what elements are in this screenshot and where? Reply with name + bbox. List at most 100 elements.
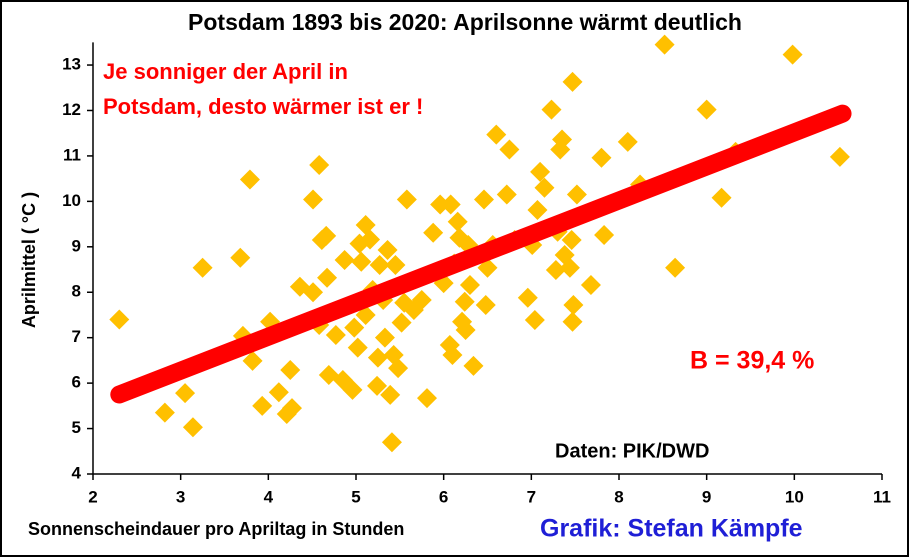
point bbox=[442, 344, 463, 365]
point bbox=[430, 194, 451, 215]
y-tick-label: 11 bbox=[63, 145, 81, 164]
point bbox=[711, 187, 732, 208]
point bbox=[541, 99, 562, 120]
x-tick-label: 2 bbox=[88, 487, 97, 506]
point bbox=[654, 34, 675, 55]
y-tick-label: 4 bbox=[72, 463, 82, 482]
point bbox=[374, 327, 395, 348]
x-tick-label: 4 bbox=[264, 487, 274, 506]
point bbox=[182, 417, 203, 438]
point bbox=[566, 184, 587, 205]
trend-line bbox=[110, 104, 852, 404]
x-tick-label: 9 bbox=[702, 487, 711, 506]
x-tick-label: 5 bbox=[351, 487, 360, 506]
point bbox=[552, 129, 573, 150]
point bbox=[325, 324, 346, 345]
x-tick-label: 11 bbox=[873, 487, 891, 506]
point bbox=[447, 211, 468, 232]
point bbox=[230, 247, 251, 268]
point bbox=[696, 99, 717, 120]
y-tick-label: 10 bbox=[62, 191, 81, 210]
point bbox=[530, 161, 551, 182]
point bbox=[385, 254, 406, 275]
point bbox=[109, 309, 130, 330]
y-tick-label: 12 bbox=[62, 100, 81, 119]
plot: 4 5 6 7 8 9 10 11 12 13 2 3 4 5 6 7 8 9 10 11 bbox=[62, 34, 891, 506]
point bbox=[252, 395, 273, 416]
point bbox=[562, 71, 583, 92]
point bbox=[454, 291, 475, 312]
y-tick-label: 13 bbox=[62, 55, 81, 74]
annotation: Grafik: Stefan Kämpfe bbox=[540, 515, 803, 543]
point bbox=[282, 398, 303, 419]
point bbox=[351, 251, 372, 272]
point bbox=[591, 147, 612, 168]
x-tick-label: 10 bbox=[785, 487, 804, 506]
point bbox=[411, 289, 432, 310]
point bbox=[377, 239, 398, 260]
point bbox=[486, 124, 507, 145]
point bbox=[545, 259, 566, 280]
point bbox=[527, 199, 548, 220]
x-tick-label: 6 bbox=[439, 487, 448, 506]
point bbox=[561, 229, 582, 250]
point bbox=[239, 169, 260, 190]
point bbox=[782, 44, 803, 65]
point bbox=[517, 287, 538, 308]
y-axis-label: Aprilmittel ( °C ) bbox=[19, 192, 39, 328]
point bbox=[381, 432, 402, 453]
y-tick-label: 8 bbox=[72, 282, 81, 301]
point bbox=[154, 402, 175, 423]
point bbox=[417, 388, 438, 409]
point bbox=[455, 319, 476, 340]
point bbox=[559, 257, 580, 278]
point bbox=[344, 317, 365, 338]
point bbox=[580, 274, 601, 295]
annotation: Je sonniger der April in bbox=[103, 59, 348, 84]
point bbox=[534, 177, 555, 198]
point bbox=[268, 382, 289, 403]
point bbox=[391, 312, 412, 333]
point bbox=[617, 131, 638, 152]
chart-title: Potsdam 1893 bis 2020: Aprilsonne wärmt … bbox=[188, 9, 742, 35]
y-tick-label: 5 bbox=[72, 418, 81, 437]
point bbox=[388, 358, 409, 379]
point bbox=[562, 311, 583, 332]
point bbox=[563, 294, 584, 315]
point bbox=[594, 224, 615, 245]
point bbox=[175, 383, 196, 404]
point bbox=[440, 194, 461, 215]
point bbox=[242, 350, 263, 371]
point bbox=[303, 189, 324, 210]
point bbox=[524, 309, 545, 330]
x-axis-label: Sonnenscheindauer pro Apriltag in Stunde… bbox=[28, 519, 404, 539]
point bbox=[192, 257, 213, 278]
point bbox=[496, 184, 517, 205]
annotation: Daten: PIK/DWD bbox=[555, 440, 709, 462]
point bbox=[334, 249, 355, 270]
point bbox=[309, 155, 330, 176]
annotation: B = 39,4 % bbox=[690, 347, 814, 375]
point bbox=[369, 254, 390, 275]
point bbox=[342, 379, 363, 400]
point bbox=[347, 337, 368, 358]
x-tick-label: 8 bbox=[614, 487, 623, 506]
point bbox=[459, 274, 480, 295]
point bbox=[423, 222, 444, 243]
point bbox=[360, 229, 381, 250]
point bbox=[499, 139, 520, 160]
point bbox=[303, 282, 324, 303]
x-tick-label: 7 bbox=[527, 487, 536, 506]
point bbox=[355, 214, 376, 235]
annotation: Potsdam, desto wärmer ist er ! bbox=[103, 94, 423, 119]
point bbox=[463, 355, 484, 376]
point bbox=[396, 189, 417, 210]
point bbox=[829, 146, 850, 167]
point bbox=[380, 384, 401, 405]
point bbox=[475, 294, 496, 315]
point bbox=[317, 267, 338, 288]
y-tick-label: 7 bbox=[72, 327, 81, 346]
point bbox=[280, 359, 301, 380]
point bbox=[367, 375, 388, 396]
